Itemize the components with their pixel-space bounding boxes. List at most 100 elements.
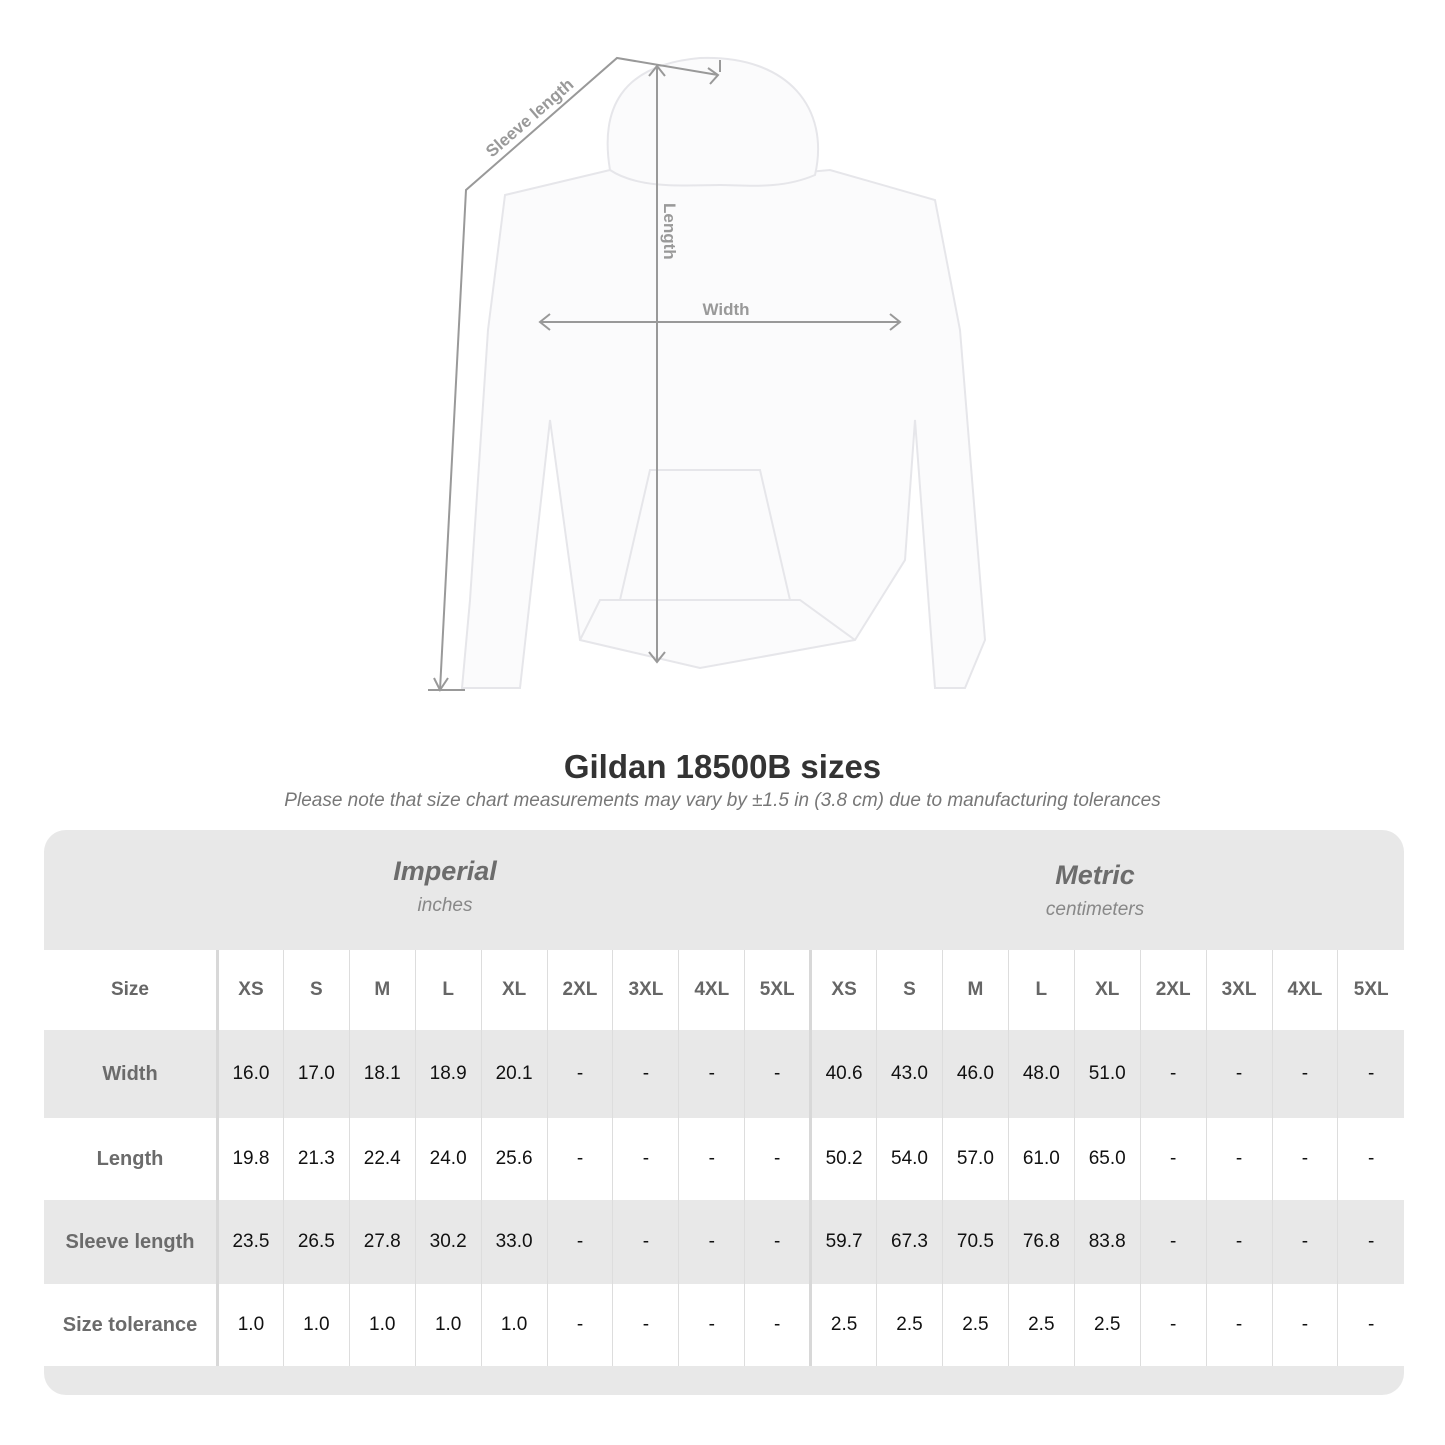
metric-value: - [1337, 1200, 1404, 1284]
imperial-size-l: L [414, 950, 482, 1030]
metric-value: - [1337, 1284, 1404, 1366]
metric-value: 61.0 [1007, 1118, 1075, 1200]
imperial-value: 26.5 [282, 1200, 350, 1284]
table-row: Size tolerance 1.0 1.0 1.0 1.0 1.0- - - -2.5 2.5 2… [44, 1284, 1404, 1366]
metric-value: - [1205, 1118, 1272, 1200]
imperial-value: 30.2 [414, 1200, 482, 1284]
imperial-value: 1.0 [414, 1284, 482, 1366]
imperial-value: 17.0 [282, 1030, 350, 1118]
imperial-value: 23.5 [217, 1200, 284, 1284]
metric-value: - [1337, 1118, 1404, 1200]
metric-value: 76.8 [1007, 1200, 1075, 1284]
imperial-size-4xl: 4XL [678, 950, 745, 1030]
table-row: Length 19.8 21.3 22.4 24.0 25.6- - - -50.2 54.0 57… [44, 1118, 1404, 1200]
imperial-value: 1.0 [282, 1284, 350, 1366]
metric-header: Metric centimeters [812, 830, 1378, 978]
metric-value: 40.6 [809, 1030, 877, 1118]
imperial-value: - [678, 1030, 745, 1118]
imperial-value: - [678, 1118, 745, 1200]
metric-value: - [1139, 1284, 1207, 1366]
metric-value: 59.7 [809, 1200, 877, 1284]
metric-value: - [1139, 1200, 1207, 1284]
metric-value: - [1205, 1030, 1272, 1118]
metric-value: - [1271, 1284, 1338, 1366]
imperial-value: 18.1 [348, 1030, 416, 1118]
imperial-value: 27.8 [348, 1200, 416, 1284]
metric-size-4xl: 4XL [1271, 950, 1338, 1030]
metric-size-5xl: 5XL [1337, 950, 1404, 1030]
imperial-value: - [612, 1030, 679, 1118]
imperial-value: - [744, 1030, 811, 1118]
imperial-value: 19.8 [217, 1118, 284, 1200]
metric-value: 46.0 [941, 1030, 1009, 1118]
imperial-size-2xl: 2XL [546, 950, 613, 1030]
metric-size-m: M [941, 950, 1009, 1030]
metric-value: - [1271, 1030, 1338, 1118]
metric-value: 43.0 [876, 1030, 943, 1118]
metric-size-l: L [1007, 950, 1075, 1030]
row-label: Size tolerance [44, 1284, 219, 1366]
row-label: Width [44, 1030, 219, 1118]
imperial-value: 21.3 [282, 1118, 350, 1200]
page-title: Gildan 18500B sizes [563, 748, 882, 785]
imperial-value: - [678, 1200, 745, 1284]
metric-size-3xl: 3XL [1205, 950, 1272, 1030]
metric-size-s: S [876, 950, 943, 1030]
imperial-value: - [546, 1200, 613, 1284]
metric-value: 51.0 [1073, 1030, 1141, 1118]
imperial-value: 20.1 [480, 1030, 548, 1118]
imperial-size-5xl: 5XL [744, 950, 811, 1030]
sleeve-length-line [439, 56, 719, 691]
imperial-value: - [744, 1118, 811, 1200]
imperial-value: - [546, 1284, 613, 1366]
table-row: Sleeve length 23.5 26.5 27.8 30.2 33.0- - - -59.… [44, 1200, 1404, 1284]
metric-value: 65.0 [1073, 1118, 1141, 1200]
metric-value: 50.2 [809, 1118, 877, 1200]
imperial-value: - [612, 1118, 679, 1200]
size-table: Size XS S M L XL 2XL 3XL 4XL 5XL XS S M L XL 2XL 3XL 4XL 5… [44, 950, 1404, 1366]
imperial-heading: Imperial [393, 856, 497, 886]
imperial-size-xl: XL [480, 950, 548, 1030]
imperial-value: - [678, 1284, 745, 1366]
metric-value: - [1271, 1118, 1338, 1200]
metric-value: 48.0 [1007, 1030, 1075, 1118]
imperial-value: - [546, 1030, 613, 1118]
tolerance-note: Please note that size chart measurements… [284, 790, 1161, 811]
metric-value: 2.5 [1007, 1284, 1075, 1366]
metric-value: - [1139, 1118, 1207, 1200]
imperial-size-s: S [282, 950, 350, 1030]
metric-value: 67.3 [876, 1200, 943, 1284]
measurement-lines [428, 56, 902, 692]
imperial-value: 16.0 [217, 1030, 284, 1118]
imperial-size-3xl: 3XL [612, 950, 679, 1030]
metric-size-xl: XL [1073, 950, 1141, 1030]
metric-value: 2.5 [809, 1284, 877, 1366]
metric-value: 2.5 [1073, 1284, 1141, 1366]
size-header-row: Size XS S M L XL 2XL 3XL 4XL 5XL XS S M L XL 2XL 3XL 4XL 5… [44, 950, 1404, 1030]
metric-size-xs: XS [809, 950, 877, 1030]
imperial-size-m: M [348, 950, 416, 1030]
imperial-value: 25.6 [480, 1118, 548, 1200]
row-label: Length [44, 1118, 219, 1200]
hoodie-illustration [460, 56, 987, 689]
imperial-value: 18.9 [414, 1030, 482, 1118]
imperial-value: - [744, 1200, 811, 1284]
size-chart: Imperial inches Metric centimeters Size X… [44, 830, 1404, 1395]
imperial-value: 33.0 [480, 1200, 548, 1284]
imperial-value: - [612, 1200, 679, 1284]
metric-value: - [1205, 1284, 1272, 1366]
imperial-unit: inches [417, 895, 473, 916]
metric-value: 54.0 [876, 1118, 943, 1200]
metric-value: - [1271, 1200, 1338, 1284]
imperial-value: 22.4 [348, 1118, 416, 1200]
table-row: Width 16.0 17.0 18.1 18.9 20.1- - - -40.6 43.0 46.… [44, 1030, 1404, 1118]
imperial-value: 1.0 [348, 1284, 416, 1366]
imperial-value: - [546, 1118, 613, 1200]
row-label: Size [44, 950, 219, 1030]
metric-size-2xl: 2XL [1139, 950, 1207, 1030]
imperial-value: - [612, 1284, 679, 1366]
sleeve-length-label: Sleeve length [482, 75, 577, 161]
imperial-value: 24.0 [414, 1118, 482, 1200]
metric-value: - [1205, 1200, 1272, 1284]
imperial-size-xs: XS [217, 950, 284, 1030]
